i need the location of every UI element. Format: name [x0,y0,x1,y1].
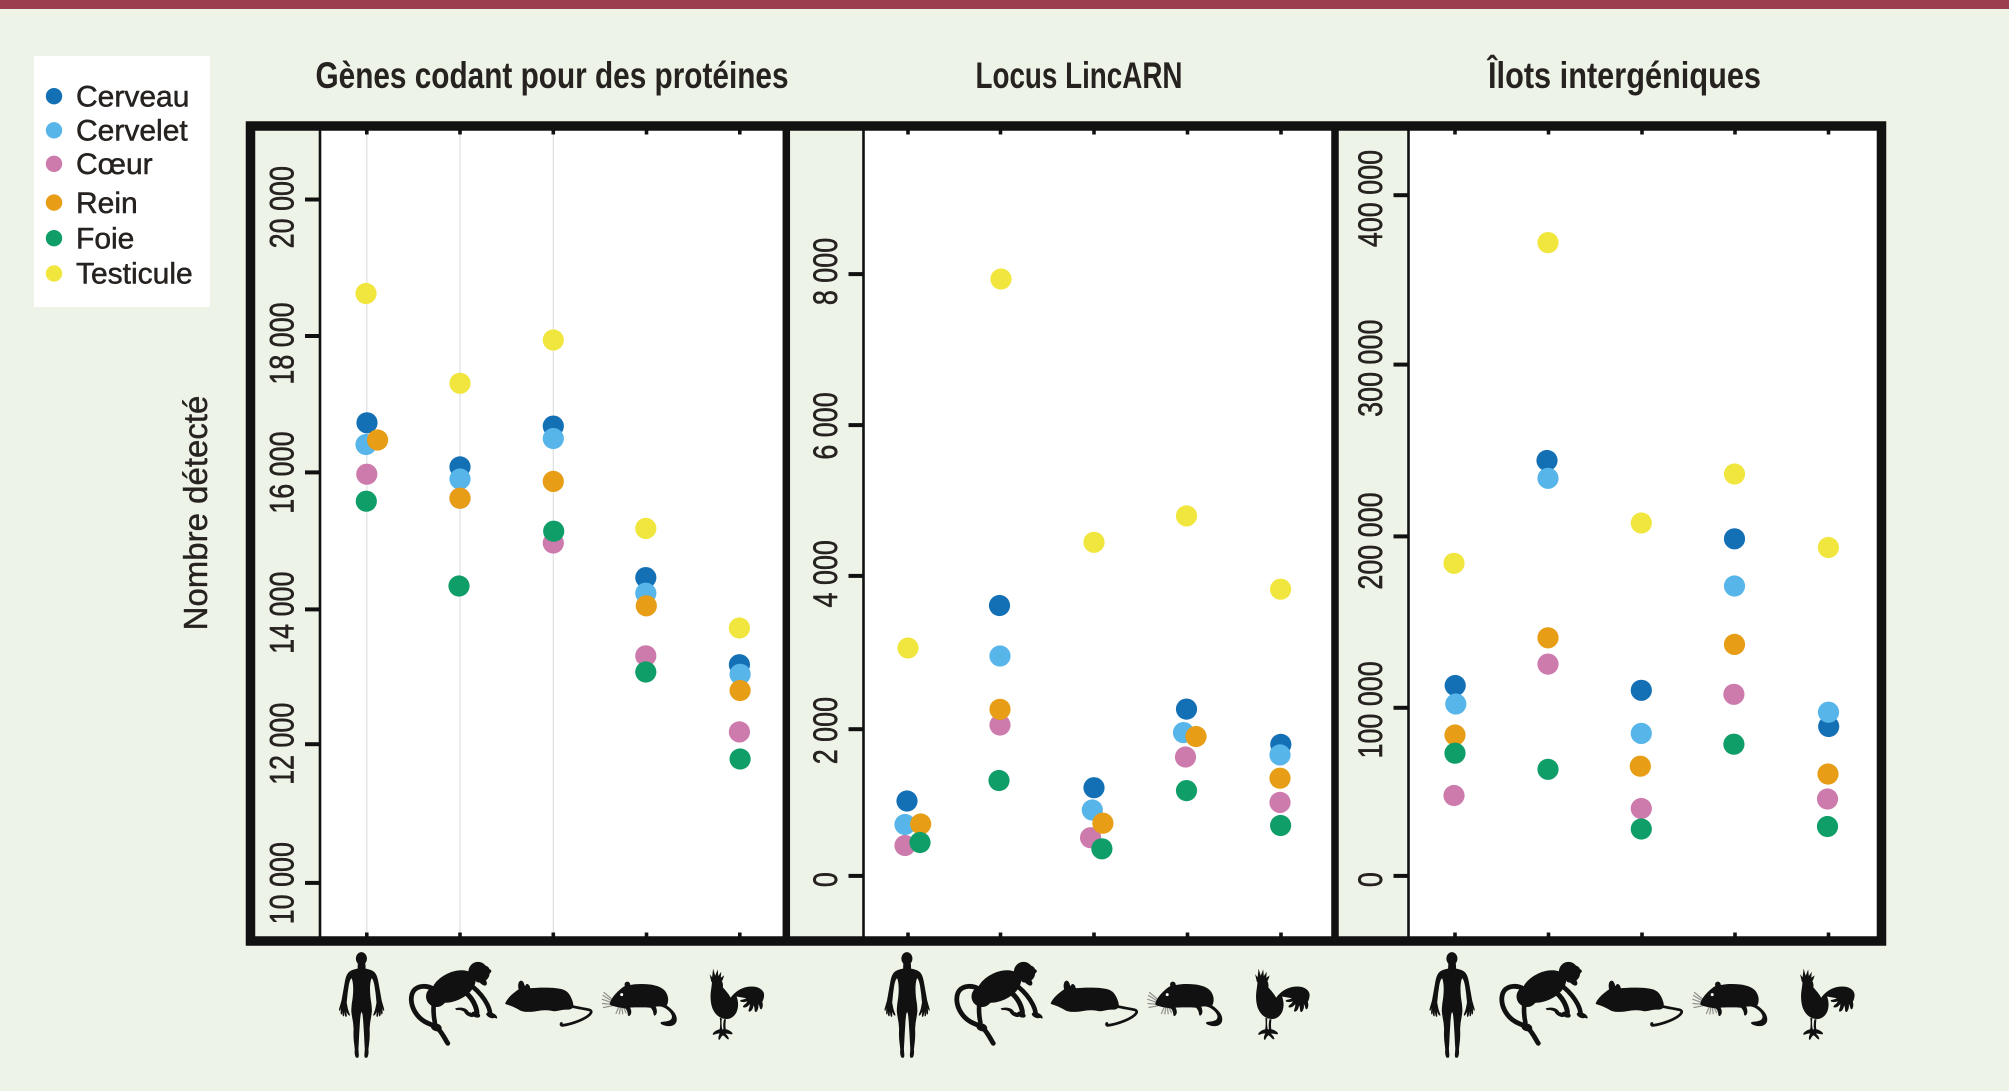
svg-text:Cerveau: Cerveau [76,80,189,113]
svg-text:14 000: 14 000 [262,572,301,654]
svg-text:2 000: 2 000 [806,697,845,764]
svg-text:Cervelet: Cervelet [76,115,188,148]
svg-text:Îlots intergéniques: Îlots intergéniques [1486,54,1761,96]
svg-text:Gènes codant pour des protéine: Gènes codant pour des protéines [316,55,789,96]
svg-text:16 000: 16 000 [262,431,301,513]
svg-text:Rein: Rein [76,187,138,220]
svg-text:20 000: 20 000 [262,166,301,248]
svg-text:18 000: 18 000 [262,302,301,384]
svg-text:Foie: Foie [76,222,134,255]
svg-text:Testicule: Testicule [76,258,193,291]
svg-text:300 000: 300 000 [1351,320,1390,417]
svg-text:Nombre détecté: Nombre détecté [177,396,214,631]
svg-text:8 000: 8 000 [806,238,845,305]
svg-text:100 000: 100 000 [1351,661,1390,758]
svg-text:10 000: 10 000 [262,842,301,924]
svg-text:400 000: 400 000 [1351,150,1390,247]
svg-text:Cœur: Cœur [76,148,153,181]
svg-text:Locus LincARN: Locus LincARN [976,55,1183,96]
svg-text:200 000: 200 000 [1351,492,1390,589]
svg-text:4 000: 4 000 [806,540,845,607]
svg-text:0: 0 [1351,872,1390,887]
svg-text:6 000: 6 000 [806,392,845,459]
svg-text:0: 0 [806,872,845,887]
svg-text:12 000: 12 000 [262,703,301,785]
